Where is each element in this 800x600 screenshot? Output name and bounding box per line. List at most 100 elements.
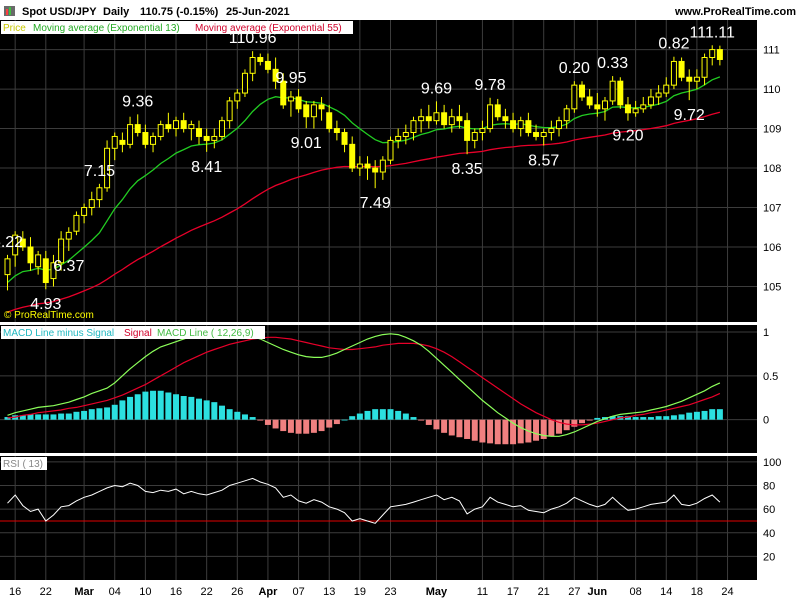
price-tick-label: 106 xyxy=(763,242,781,254)
price-annotation: 4.93 xyxy=(30,296,61,313)
app-icon-bar xyxy=(6,9,8,15)
candle-body xyxy=(310,104,317,118)
macd-histogram-bar xyxy=(548,419,555,437)
macd-histogram-bar xyxy=(387,409,394,420)
rsi-tick-label: 80 xyxy=(763,481,775,493)
candle-body xyxy=(372,167,379,173)
x-tick-label: 13 xyxy=(323,586,335,598)
macd-histogram-bar xyxy=(425,419,432,425)
macd-line xyxy=(7,331,721,437)
macd-histogram-bar xyxy=(303,419,310,434)
macd-histogram-bar xyxy=(395,410,402,420)
candle-body xyxy=(632,108,639,114)
candle-body xyxy=(678,60,685,78)
candle-body xyxy=(464,120,471,141)
candle-body xyxy=(287,96,294,102)
candle-body xyxy=(448,116,455,126)
x-tick-label: 08 xyxy=(629,586,641,598)
candle-body xyxy=(88,199,95,209)
candle-body xyxy=(471,132,478,141)
price-tick-label: 105 xyxy=(763,281,781,293)
candle-body xyxy=(655,92,662,98)
macd-histogram-bar xyxy=(142,391,149,420)
price-tick-label: 109 xyxy=(763,124,781,136)
macd-histogram-bar xyxy=(686,412,693,420)
candle-body xyxy=(73,214,80,232)
macd-histogram-bar xyxy=(640,417,647,420)
macd-histogram-bar xyxy=(502,419,509,445)
period-label: Daily xyxy=(103,6,130,18)
candle-body xyxy=(540,132,547,137)
candle-body xyxy=(709,49,716,59)
macd-histogram-bar xyxy=(441,419,448,433)
candle-body xyxy=(119,139,126,145)
macd-histogram-bar xyxy=(35,414,42,420)
candle-body xyxy=(127,124,134,145)
price-annotation: 111.11 xyxy=(690,24,735,41)
macd-histogram-bar xyxy=(464,419,471,439)
macd-histogram-bar xyxy=(655,416,662,420)
candle-body xyxy=(502,116,509,122)
macd-histogram-bar xyxy=(295,419,302,434)
candle-body xyxy=(563,108,570,122)
x-tick-label: 14 xyxy=(660,586,672,598)
macd-histogram-bar xyxy=(716,409,723,420)
macd-histogram-bar xyxy=(356,413,363,420)
candle-body xyxy=(333,128,340,134)
macd-histogram-bar xyxy=(586,419,593,421)
candle-body xyxy=(12,234,19,256)
macd-histogram-bar xyxy=(433,419,440,430)
macd-histogram-bar xyxy=(218,405,225,420)
candle-body xyxy=(418,116,425,122)
candle-body xyxy=(4,258,11,276)
macd-histogram-bar xyxy=(402,413,409,420)
candle-body xyxy=(81,207,88,216)
macd-histogram-bar xyxy=(410,417,417,420)
macd-histogram-bar xyxy=(287,419,294,433)
candle-body xyxy=(326,112,333,130)
candle-body xyxy=(571,84,578,110)
candle-body xyxy=(601,100,608,110)
price-annotation: 8.41 xyxy=(191,159,222,176)
macd-histogram-bar xyxy=(165,392,172,420)
macd-histogram-bar xyxy=(111,404,118,420)
price-annotation: 9.72 xyxy=(674,107,705,124)
macd-histogram-bar xyxy=(341,419,348,421)
candle-body xyxy=(35,254,42,268)
macd-histogram-bar xyxy=(563,419,570,431)
macd-histogram-bar xyxy=(272,419,279,429)
candle-body xyxy=(525,120,532,134)
price-annotation: 6.37 xyxy=(53,258,84,275)
candle-body xyxy=(165,124,172,130)
candle-body xyxy=(58,238,65,264)
x-tick-label: 11 xyxy=(477,586,488,598)
macd-histogram-bar xyxy=(88,409,95,420)
macd-histogram-bar xyxy=(119,400,126,420)
legend-price: Price xyxy=(3,23,26,34)
macd-histogram-bar xyxy=(571,419,578,427)
candle-body xyxy=(65,231,72,240)
candle-body xyxy=(617,80,624,106)
candle-body xyxy=(433,112,440,122)
price-annotation: 9.78 xyxy=(475,77,506,94)
candle-body xyxy=(19,238,26,248)
macd-histogram-bar xyxy=(65,413,72,420)
x-tick-label: 21 xyxy=(538,586,550,598)
x-tick-label: 10 xyxy=(139,586,151,598)
rsi-tick-label: 40 xyxy=(763,528,775,540)
macd-histogram-bar xyxy=(234,411,241,420)
macd-histogram-bar xyxy=(257,419,264,421)
candle-body xyxy=(234,92,241,102)
macd-histogram-bar xyxy=(241,414,248,420)
price-annotation: 9.95 xyxy=(275,70,306,87)
candle-body xyxy=(579,84,585,98)
candle-body xyxy=(425,116,432,122)
macd-histogram-bar xyxy=(540,419,547,439)
macd-histogram-bar xyxy=(632,417,639,420)
rsi-tick-label: 100 xyxy=(763,457,781,469)
macd-histogram-bar xyxy=(249,417,256,420)
candle-body xyxy=(701,57,708,78)
macd-histogram-bar xyxy=(127,396,134,420)
x-tick-label: 26 xyxy=(231,586,243,598)
macd-histogram-bar xyxy=(318,419,325,432)
